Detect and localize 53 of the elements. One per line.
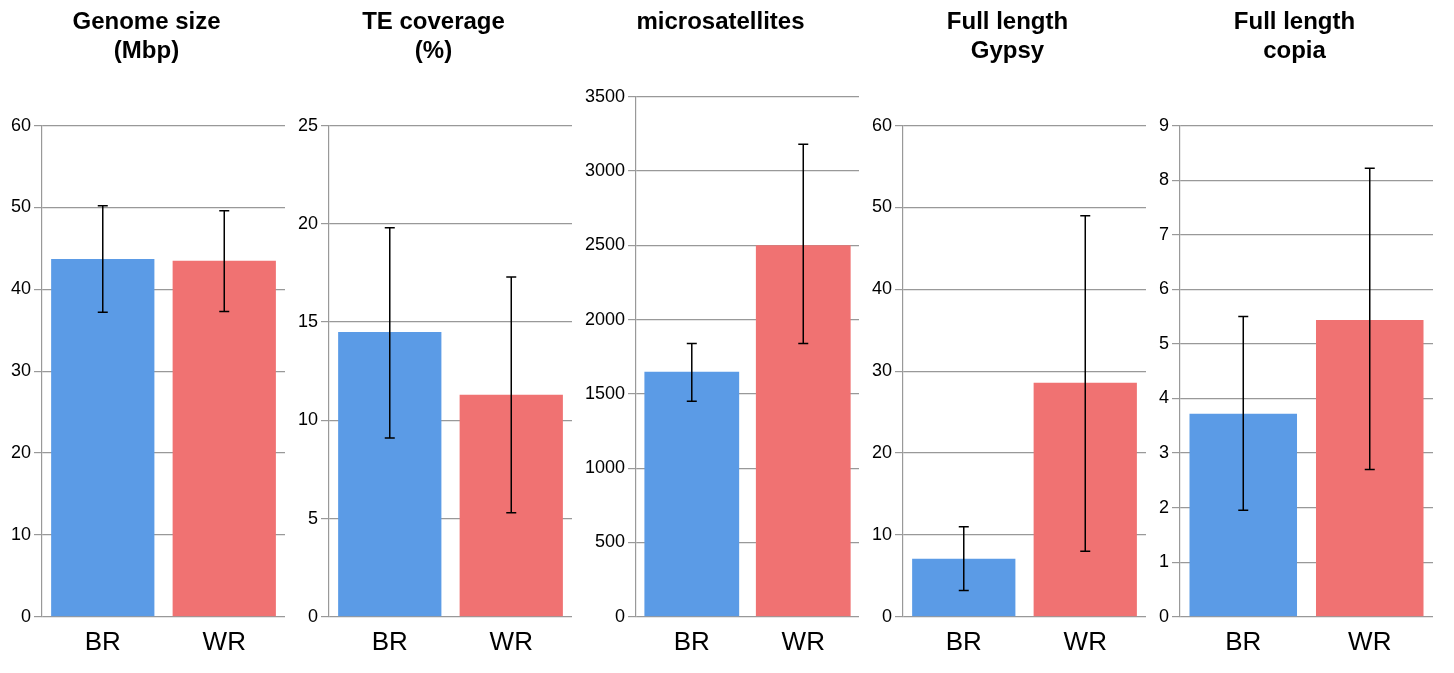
y-tick-label: 0 [882, 605, 893, 626]
y-tick-label: 0 [1159, 605, 1170, 626]
y-tick-label: 3000 [585, 160, 626, 181]
y-tick-label: 4 [1159, 387, 1170, 408]
x-tick-label: WR [202, 625, 246, 656]
chart-title: Full length Gypsy [946, 7, 1069, 63]
y-tick-label: 8 [1159, 169, 1170, 190]
x-tick-label: WR [1063, 625, 1107, 656]
y-tick-label: 5 [308, 507, 319, 528]
y-tick-label: 1000 [585, 457, 626, 478]
y-tick-label: 10 [10, 523, 32, 544]
y-tick-label: 60 [10, 114, 32, 135]
x-tick-label: WR [781, 625, 825, 656]
y-tick-label: 2 [1159, 496, 1170, 517]
y-tick-label: 2500 [585, 234, 626, 255]
x-tick-label: BR [673, 625, 710, 656]
y-tick-label: 25 [297, 114, 319, 135]
y-tick-label: 6 [1159, 278, 1170, 299]
x-tick-label: WR [1348, 625, 1392, 656]
y-tick-label: 9 [1159, 114, 1170, 135]
y-tick-label: 2000 [585, 308, 626, 329]
y-tick-label: 0 [308, 605, 319, 626]
y-tick-label: 10 [871, 523, 893, 544]
chart-title: Full length copia [1233, 7, 1356, 63]
y-tick-label: 10 [297, 409, 319, 430]
y-tick-label: 30 [10, 360, 32, 381]
y-tick-label: 30 [871, 360, 893, 381]
y-tick-label: 60 [871, 114, 893, 135]
x-tick-label: BR [1225, 625, 1262, 656]
y-tick-label: 5 [1159, 332, 1170, 353]
y-tick-label: 40 [10, 278, 32, 299]
chart-title: Genome size (Mbp) [72, 7, 221, 63]
y-tick-label: 0 [615, 605, 626, 626]
x-tick-label: BR [371, 625, 408, 656]
y-tick-label: 1500 [585, 382, 626, 403]
y-tick-label: 20 [10, 442, 32, 463]
y-tick-label: 20 [871, 442, 893, 463]
y-tick-label: 1 [1159, 551, 1170, 572]
chart-title: microsatellites [636, 7, 805, 35]
x-tick-label: WR [489, 625, 533, 656]
y-tick-label: 7 [1159, 223, 1170, 244]
y-tick-label: 0 [21, 605, 32, 626]
y-tick-label: 40 [871, 278, 893, 299]
y-tick-label: 20 [297, 212, 319, 233]
y-tick-label: 500 [595, 531, 626, 552]
chart-title: TE coverage (%) [362, 7, 505, 63]
y-tick-label: 50 [871, 196, 893, 217]
y-tick-label: 50 [10, 196, 32, 217]
y-tick-label: 3 [1159, 442, 1170, 463]
y-tick-label: 15 [297, 311, 319, 332]
y-tick-label: 3500 [585, 85, 626, 106]
x-tick-label: BR [945, 625, 982, 656]
x-tick-label: BR [84, 625, 121, 656]
